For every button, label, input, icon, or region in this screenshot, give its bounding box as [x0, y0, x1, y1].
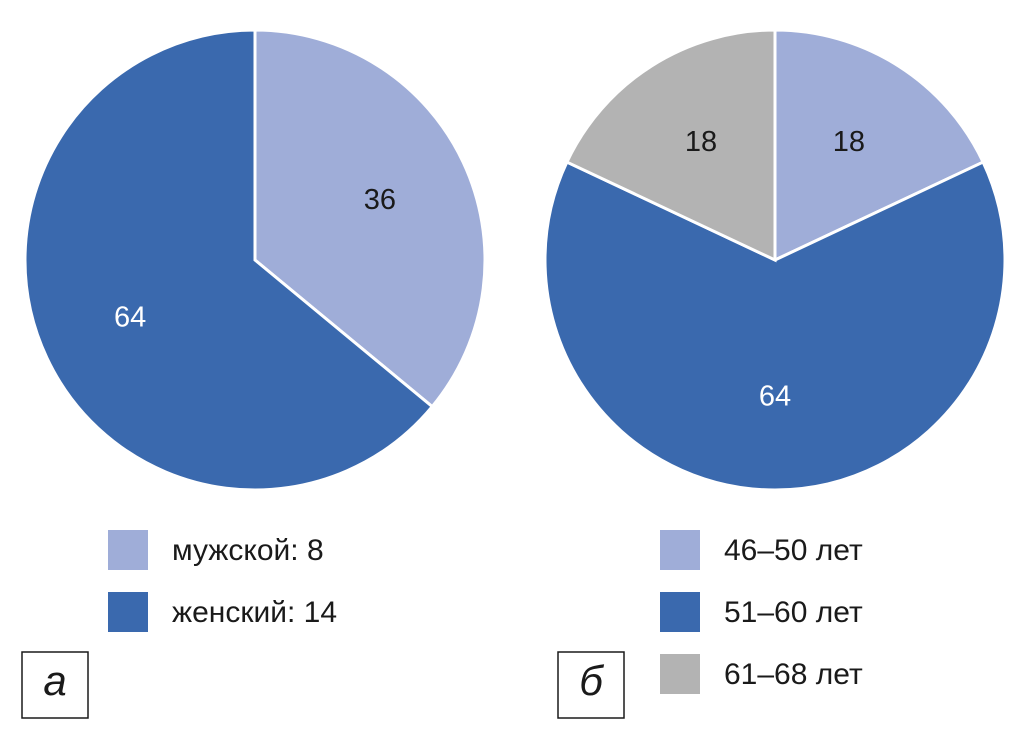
pie-slice	[23, 28, 435, 492]
pie-slice	[253, 28, 487, 409]
value-label: 18	[833, 126, 865, 158]
panel-label-box	[557, 651, 625, 719]
legend-label: 51–60 лет	[724, 596, 863, 629]
legend-label: 61–68 лет	[724, 658, 863, 691]
pie-slice	[543, 160, 1007, 492]
value-label: 64	[114, 301, 146, 333]
legend-label: 46–50 лет	[724, 534, 863, 567]
legend-label: мужской: 8	[172, 534, 324, 567]
legend-swatch	[108, 530, 148, 570]
value-label: 64	[759, 381, 791, 413]
panel-label-box	[21, 651, 89, 719]
pie-slice	[564, 28, 777, 263]
legend-label: женский: 14	[172, 596, 337, 629]
panel-label: б	[579, 657, 604, 704]
value-label: 18	[685, 126, 717, 158]
pie-slice	[773, 28, 986, 263]
legend-swatch	[660, 592, 700, 632]
legend-swatch	[660, 530, 700, 570]
panel-label: а	[43, 657, 66, 704]
legend-swatch	[108, 592, 148, 632]
value-label: 36	[364, 184, 396, 216]
legend-swatch	[660, 654, 700, 694]
